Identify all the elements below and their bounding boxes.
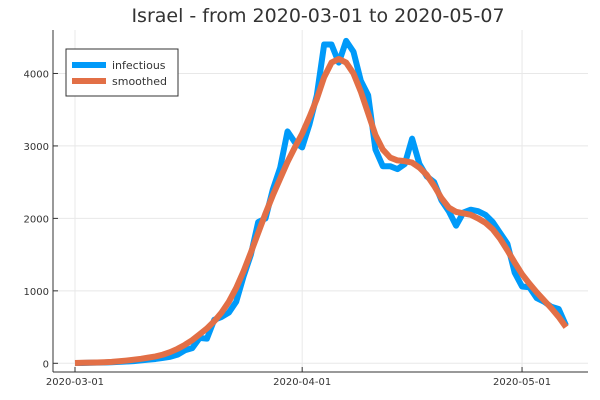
tick-labels: 2020-03-01 2020-04-01 2020-05-01 0 1000 2000 3… — [24, 69, 552, 388]
x-tick-label: 2020-05-01 — [493, 377, 551, 388]
legend-label-infectious: infectious — [112, 59, 166, 72]
legend-box — [65, 48, 179, 97]
y-tick-label: 3000 — [24, 142, 49, 153]
legend: infectious smoothed — [65, 48, 179, 97]
series-line-smoothed — [74, 55, 569, 366]
chart-title: Israel - from 2020-03-01 to 2020-05-07 — [131, 5, 504, 27]
grid-lines — [53, 30, 588, 372]
y-tick-label: 1000 — [24, 287, 49, 298]
x-tick-label: 2020-04-01 — [273, 377, 331, 388]
series-lines — [74, 37, 569, 366]
y-tick-label: 4000 — [24, 69, 49, 80]
y-tick-label: 0 — [43, 359, 49, 370]
legend-label-smoothed: smoothed — [112, 75, 167, 88]
x-tick-label: 2020-03-01 — [46, 377, 104, 388]
y-tick-label: 2000 — [24, 214, 49, 225]
axes — [52, 30, 588, 373]
